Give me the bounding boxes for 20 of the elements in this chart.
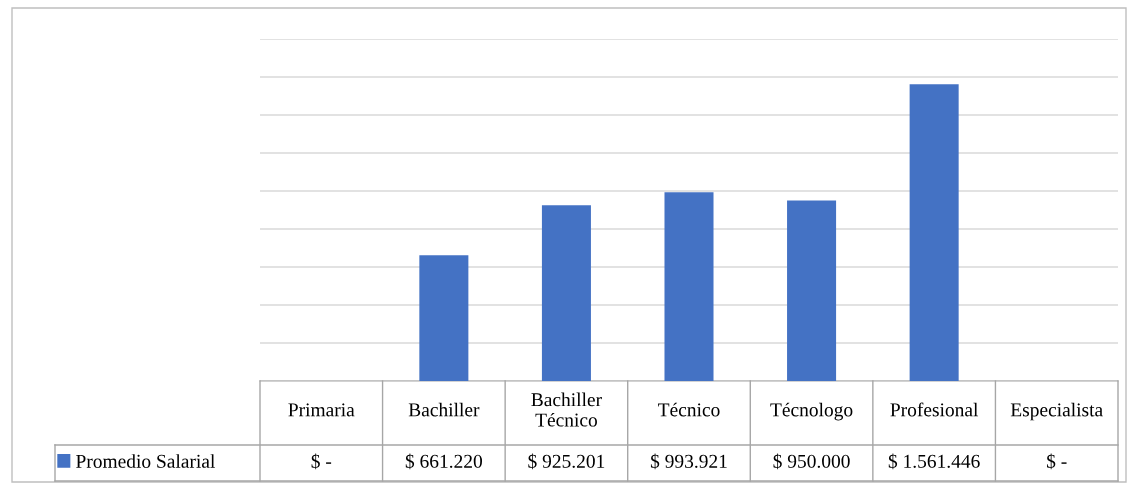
data-label: $ 950.000 <box>773 453 850 470</box>
bar <box>909 84 959 381</box>
bar <box>541 205 591 381</box>
x-tick-label: Técnologo <box>770 402 853 421</box>
data-label: $ 661.220 <box>405 453 482 470</box>
x-tick-label: Bachiller <box>408 402 480 417</box>
x-tick-label: Bachiller Técnico <box>531 392 602 427</box>
x-tick-label: Profesional <box>890 402 979 417</box>
bar <box>664 192 714 381</box>
data-label: $ 925.201 <box>528 453 605 470</box>
data-label: $ 993.921 <box>650 453 727 470</box>
bar <box>787 200 837 381</box>
legend-label: Promedio Salarial <box>76 454 215 468</box>
x-tick-label: Especialista <box>1010 402 1103 421</box>
x-tick-label: Primaria <box>288 403 355 417</box>
data-label: $ - <box>1047 453 1067 470</box>
data-label: $ - <box>311 453 332 470</box>
bar <box>419 255 469 381</box>
data-label: $ 1.561.446 <box>888 453 980 470</box>
x-tick-label: Técnico <box>658 402 720 417</box>
